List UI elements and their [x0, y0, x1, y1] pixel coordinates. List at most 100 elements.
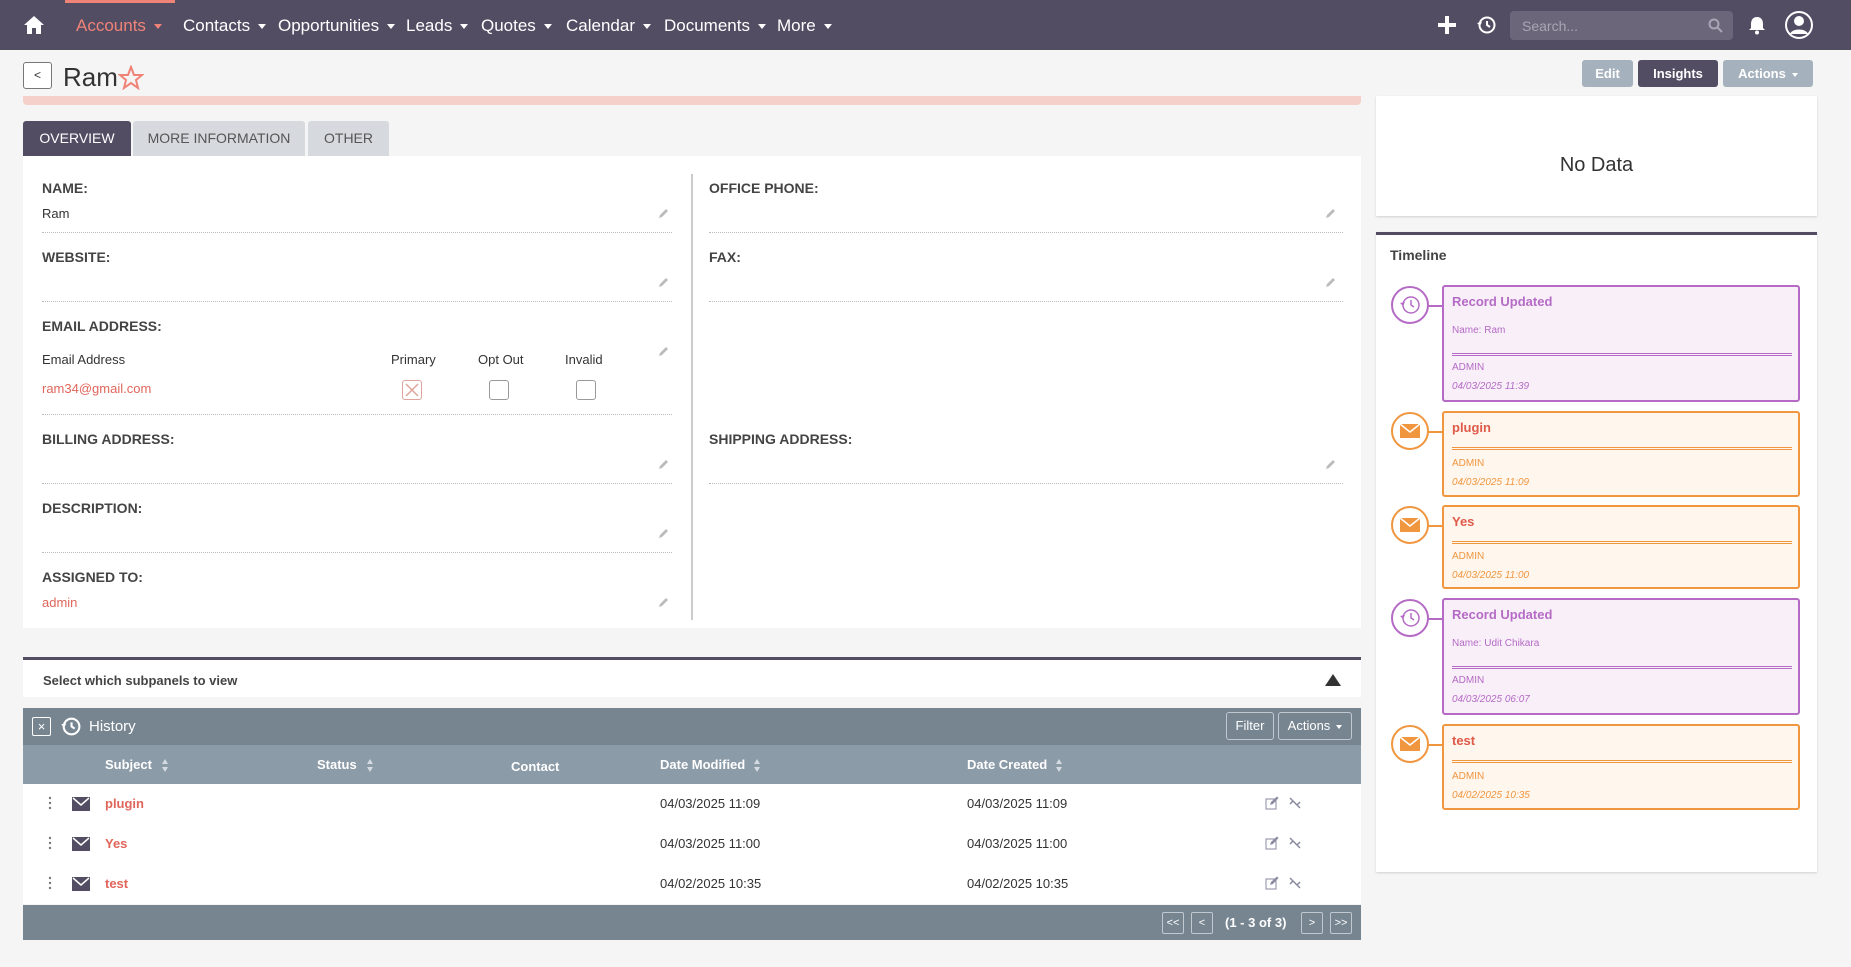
sort-icon[interactable] [161, 758, 169, 773]
history-title[interactable]: History [89, 718, 136, 735]
row-menu-icon[interactable] [48, 876, 52, 890]
history-actions-button[interactable]: Actions [1278, 712, 1352, 740]
nav-quotes[interactable]: Quotes [481, 16, 552, 36]
edit-icon[interactable] [1265, 876, 1279, 890]
nav-leads[interactable]: Leads [406, 16, 469, 36]
invalid-checkbox[interactable] [576, 380, 596, 400]
column-date-created[interactable]: Date Created [967, 757, 1048, 772]
subject-link[interactable]: Yes [105, 836, 128, 851]
history-icon [1391, 599, 1429, 637]
shipping-address-label: SHIPPING ADDRESS: [709, 431, 853, 447]
pencil-icon[interactable] [1325, 276, 1337, 288]
nav-more[interactable]: More [777, 16, 832, 36]
timeline-connector [1428, 305, 1442, 307]
table-row[interactable]: Yes 04/03/2025 11:00 04/03/2025 11:00 [23, 824, 1361, 864]
timeline-separator [1452, 760, 1792, 763]
pencil-icon[interactable] [1325, 458, 1337, 470]
timeline-entry[interactable]: test ADMIN 04/02/2025 10:35 [1442, 724, 1800, 810]
bell-icon[interactable] [1746, 14, 1768, 36]
timeline-separator [1452, 666, 1792, 669]
first-page-button[interactable]: << [1162, 912, 1184, 934]
sort-icon[interactable] [753, 758, 761, 773]
chevron-down-icon [460, 24, 469, 30]
table-row[interactable]: plugin 04/03/2025 11:09 04/03/2025 11:09 [23, 784, 1361, 824]
nav-leads-label: Leads [406, 16, 453, 35]
pencil-icon[interactable] [658, 207, 670, 219]
user-avatar-icon[interactable] [1784, 10, 1814, 40]
unlink-icon[interactable] [1288, 836, 1302, 850]
pencil-icon[interactable] [658, 458, 670, 470]
nav-accounts[interactable]: Accounts [76, 16, 162, 36]
column-status[interactable]: Status [317, 757, 357, 772]
star-icon[interactable] [118, 65, 144, 91]
pencil-icon[interactable] [658, 527, 670, 539]
opt-out-checkbox[interactable] [489, 380, 509, 400]
collapse-triangle-icon[interactable] [1325, 674, 1341, 686]
sort-icon[interactable] [366, 758, 374, 773]
timeline-entry[interactable]: Record Updated Name: Ram ADMIN 04/03/202… [1442, 285, 1800, 402]
tab-more-information[interactable]: MORE INFORMATION [133, 121, 305, 156]
insights-button[interactable]: Insights [1638, 60, 1718, 87]
close-subpanel-button[interactable]: × [32, 717, 51, 736]
timeline-panel: Timeline Record Updated Name: Ram ADMIN … [1376, 232, 1817, 872]
nav-documents[interactable]: Documents [664, 16, 766, 36]
filter-button[interactable]: Filter [1226, 712, 1274, 740]
timeline-entry[interactable]: Yes ADMIN 04/03/2025 11:00 [1442, 505, 1800, 589]
search-box [1510, 11, 1733, 40]
timeline-entry[interactable]: Record Updated Name: Udit Chikara ADMIN … [1442, 598, 1800, 715]
actions-button-label: Actions [1738, 66, 1786, 81]
name-value[interactable]: Ram [42, 206, 70, 221]
column-subject[interactable]: Subject [105, 757, 152, 772]
nav-contacts[interactable]: Contacts [183, 16, 267, 36]
home-icon[interactable] [22, 13, 46, 37]
row-menu-icon[interactable] [48, 796, 52, 810]
field-divider [709, 483, 1343, 484]
search-icon[interactable] [1708, 18, 1723, 33]
last-page-button[interactable]: >> [1330, 912, 1352, 934]
actions-button[interactable]: Actions [1723, 60, 1813, 87]
nav-contacts-label: Contacts [183, 16, 251, 35]
history-actions-label: Actions [1287, 718, 1331, 733]
assigned-to-link[interactable]: admin [42, 595, 78, 610]
field-divider [42, 301, 672, 302]
table-row[interactable]: test 04/02/2025 10:35 04/02/2025 10:35 [23, 864, 1361, 904]
email-column-opt-out: Opt Out [478, 352, 524, 367]
date-modified: 04/03/2025 11:09 [660, 796, 761, 811]
pencil-icon[interactable] [1325, 207, 1337, 219]
tab-other[interactable]: OTHER [308, 121, 389, 156]
pencil-icon[interactable] [658, 345, 670, 357]
back-button[interactable]: < [23, 62, 52, 89]
edit-icon[interactable] [1265, 836, 1279, 850]
history-icon[interactable] [1475, 14, 1497, 36]
next-page-button[interactable]: > [1301, 912, 1323, 934]
subject-link[interactable]: plugin [105, 796, 144, 811]
subpanel-selector[interactable]: Select which subpanels to view [23, 657, 1361, 697]
header-accent-bar [23, 96, 1361, 105]
prev-page-button[interactable]: < [1191, 912, 1213, 934]
timeline-separator [1452, 353, 1792, 356]
billing-address-label: BILLING ADDRESS: [42, 431, 175, 447]
email-link[interactable]: ram34@gmail.com [42, 381, 152, 396]
unlink-icon[interactable] [1288, 876, 1302, 890]
column-date-modified[interactable]: Date Modified [660, 757, 746, 772]
timeline-entry-detail: Name: Ram [1452, 325, 1506, 336]
search-input[interactable] [1510, 11, 1700, 40]
tab-overview[interactable]: OVERVIEW [23, 121, 131, 156]
nav-accounts-label: Accounts [76, 16, 146, 35]
plus-icon[interactable] [1436, 14, 1458, 36]
edit-button[interactable]: Edit [1582, 60, 1633, 87]
field-divider [42, 552, 672, 553]
subpanel-selector-label: Select which subpanels to view [43, 673, 238, 688]
edit-icon[interactable] [1265, 796, 1279, 810]
nav-opportunities[interactable]: Opportunities [278, 16, 396, 36]
row-menu-icon[interactable] [48, 836, 52, 850]
timeline-entry[interactable]: plugin ADMIN 04/03/2025 11:09 [1442, 411, 1800, 497]
pencil-icon[interactable] [658, 596, 670, 608]
sort-icon[interactable] [1055, 758, 1063, 773]
nav-calendar[interactable]: Calendar [566, 16, 651, 36]
primary-checkbox[interactable] [402, 380, 422, 400]
unlink-icon[interactable] [1288, 796, 1302, 810]
pencil-icon[interactable] [658, 276, 670, 288]
subject-link[interactable]: test [105, 876, 129, 891]
page-scrollbar[interactable] [1838, 50, 1851, 967]
